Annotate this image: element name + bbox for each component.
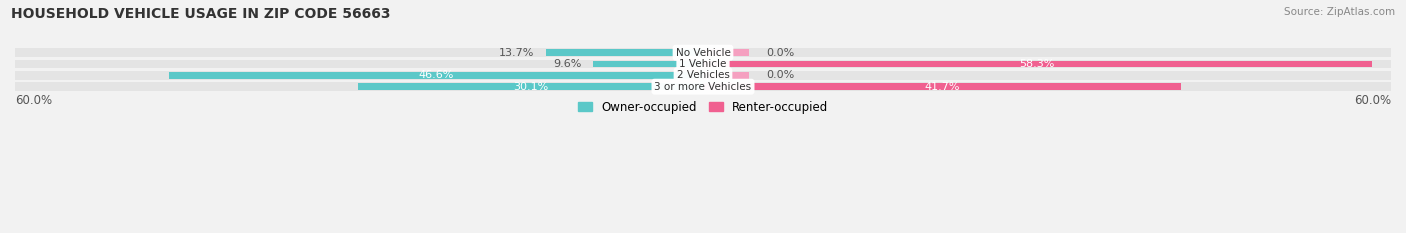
Bar [703, 61, 1371, 67]
Bar [703, 71, 1391, 80]
Bar [593, 61, 703, 67]
Text: No Vehicle: No Vehicle [675, 48, 731, 58]
Text: 9.6%: 9.6% [553, 59, 582, 69]
Text: Source: ZipAtlas.com: Source: ZipAtlas.com [1284, 7, 1395, 17]
Text: 3 or more Vehicles: 3 or more Vehicles [654, 82, 752, 92]
Bar [703, 49, 749, 56]
Bar [15, 82, 703, 91]
Bar [15, 71, 703, 80]
Text: 1 Vehicle: 1 Vehicle [679, 59, 727, 69]
Text: 58.3%: 58.3% [1019, 59, 1054, 69]
Bar [703, 82, 1391, 91]
Bar [703, 48, 1391, 57]
Text: 30.1%: 30.1% [513, 82, 548, 92]
Bar [169, 72, 703, 79]
Text: 60.0%: 60.0% [1354, 94, 1391, 107]
Text: 2 Vehicles: 2 Vehicles [676, 70, 730, 80]
Text: 60.0%: 60.0% [15, 94, 52, 107]
Bar [15, 60, 703, 68]
Text: 0.0%: 0.0% [766, 70, 794, 80]
Bar [359, 83, 703, 90]
Text: 13.7%: 13.7% [499, 48, 534, 58]
Bar [703, 83, 1181, 90]
Bar [703, 60, 1391, 68]
Text: 41.7%: 41.7% [924, 82, 960, 92]
Text: 0.0%: 0.0% [766, 48, 794, 58]
Bar [703, 72, 749, 79]
Legend: Owner-occupied, Renter-occupied: Owner-occupied, Renter-occupied [572, 96, 834, 118]
Bar [546, 49, 703, 56]
Text: HOUSEHOLD VEHICLE USAGE IN ZIP CODE 56663: HOUSEHOLD VEHICLE USAGE IN ZIP CODE 5666… [11, 7, 391, 21]
Bar [15, 48, 703, 57]
Text: 46.6%: 46.6% [418, 70, 454, 80]
